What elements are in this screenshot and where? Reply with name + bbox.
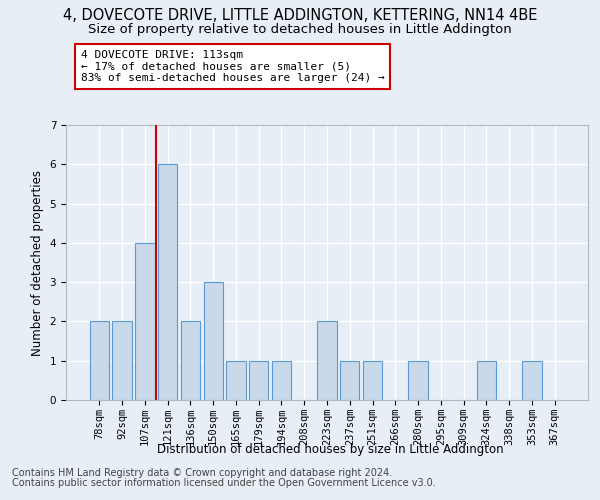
Text: Distribution of detached houses by size in Little Addington: Distribution of detached houses by size … bbox=[157, 442, 503, 456]
Bar bbox=[317, 322, 337, 400]
Bar bbox=[158, 164, 178, 400]
Bar bbox=[181, 322, 200, 400]
Text: Contains HM Land Registry data © Crown copyright and database right 2024.: Contains HM Land Registry data © Crown c… bbox=[12, 468, 392, 477]
Text: 4, DOVECOTE DRIVE, LITTLE ADDINGTON, KETTERING, NN14 4BE: 4, DOVECOTE DRIVE, LITTLE ADDINGTON, KET… bbox=[63, 8, 537, 22]
Text: Contains public sector information licensed under the Open Government Licence v3: Contains public sector information licen… bbox=[12, 478, 436, 488]
Text: Size of property relative to detached houses in Little Addington: Size of property relative to detached ho… bbox=[88, 22, 512, 36]
Bar bbox=[340, 360, 359, 400]
Bar bbox=[363, 360, 382, 400]
Bar bbox=[522, 360, 542, 400]
Y-axis label: Number of detached properties: Number of detached properties bbox=[31, 170, 44, 356]
Bar bbox=[409, 360, 428, 400]
Bar bbox=[249, 360, 268, 400]
Bar bbox=[112, 322, 132, 400]
Bar bbox=[90, 322, 109, 400]
Bar bbox=[476, 360, 496, 400]
Bar bbox=[226, 360, 245, 400]
Bar bbox=[272, 360, 291, 400]
Bar bbox=[135, 243, 155, 400]
Text: 4 DOVECOTE DRIVE: 113sqm
← 17% of detached houses are smaller (5)
83% of semi-de: 4 DOVECOTE DRIVE: 113sqm ← 17% of detach… bbox=[81, 50, 385, 83]
Bar bbox=[203, 282, 223, 400]
